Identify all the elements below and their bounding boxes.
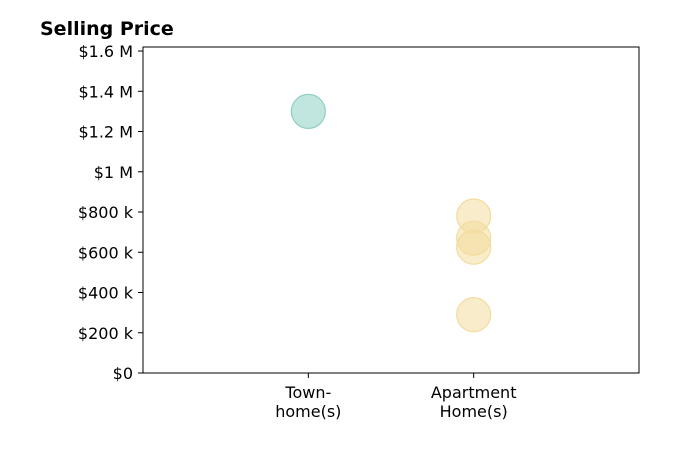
plot-frame — [142, 46, 640, 374]
y-tick-label: $600 k — [78, 243, 134, 262]
data-point — [456, 297, 492, 333]
x-tick-label: Town-home(s) — [275, 383, 341, 421]
data-point — [456, 229, 492, 265]
data-points — [290, 93, 492, 333]
y-tick-label: $0 — [113, 364, 133, 383]
x-tick-label: Apartment Home(s) — [431, 383, 517, 421]
y-tick-label: $1.6 M — [78, 42, 133, 61]
y-tick-label: $400 k — [78, 284, 134, 303]
y-tick-label: $200 k — [78, 324, 134, 343]
y-tick-label: $1.2 M — [78, 123, 133, 142]
x-axis: Town-home(s) Apartment Home(s) — [275, 373, 516, 421]
y-tick-label: $1 M — [94, 163, 133, 182]
data-point — [290, 93, 326, 129]
y-tick-label: $800 k — [78, 203, 134, 222]
y-tick-label: $1.4 M — [78, 82, 133, 101]
chart-title: Selling Price — [40, 18, 174, 40]
y-axis: $0 $200 k $400 k $600 k $800 k $1 M $1.2 M $1.4… — [78, 42, 143, 383]
